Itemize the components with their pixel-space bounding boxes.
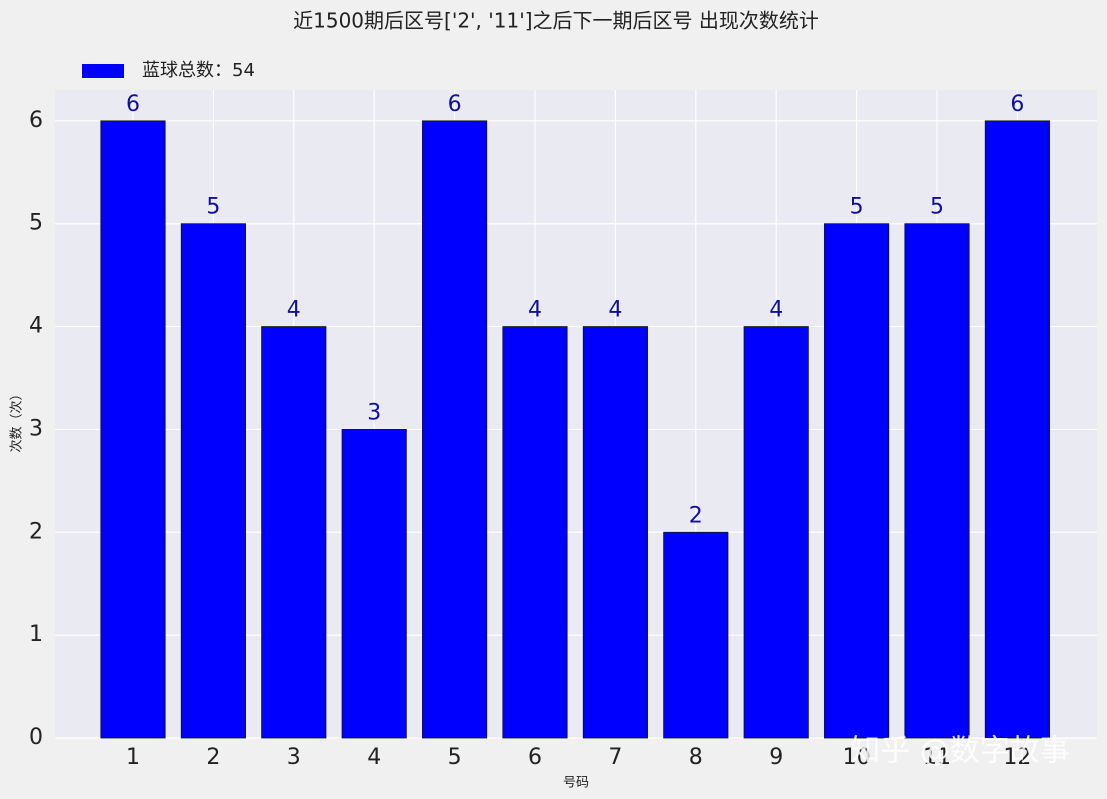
data-label: 5	[206, 195, 220, 220]
legend-swatch	[82, 64, 124, 78]
y-tick-label: 4	[29, 314, 43, 339]
bar	[743, 326, 809, 739]
bar	[341, 429, 407, 739]
x-tick-label: 6	[528, 745, 542, 770]
data-label: 4	[287, 298, 301, 323]
x-tick-label: 5	[448, 745, 462, 770]
bar	[984, 120, 1050, 739]
bar	[180, 223, 246, 739]
x-tick-label: 9	[769, 745, 783, 770]
x-tick-label: 1	[126, 745, 140, 770]
x-tick-label: 2	[206, 745, 220, 770]
chart-title: 近1500期后区号['2', '11']之后下一期后区号 出现次数统计	[293, 9, 819, 33]
bar	[422, 120, 488, 739]
x-tick-label: 12	[1003, 745, 1031, 770]
data-label: 5	[930, 195, 944, 220]
bar	[663, 531, 729, 739]
data-label: 3	[367, 400, 381, 425]
x-tick-label: 4	[367, 745, 381, 770]
bar	[824, 223, 890, 739]
x-tick-label: 8	[689, 745, 703, 770]
watermark: 知乎 @数字故事	[850, 734, 1070, 769]
bar	[502, 326, 568, 739]
x-tick-label: 10	[843, 745, 871, 770]
x-tick-label: 11	[923, 745, 951, 770]
y-tick-label: 0	[29, 725, 43, 750]
data-label: 4	[769, 298, 783, 323]
bar	[261, 326, 327, 739]
data-label: 2	[689, 503, 703, 528]
x-tick-label: 7	[608, 745, 622, 770]
data-label: 6	[448, 92, 462, 117]
bar	[582, 326, 648, 739]
x-axis-label: 号码	[563, 776, 589, 791]
data-label: 5	[850, 195, 864, 220]
data-label: 6	[126, 92, 140, 117]
y-axis-label: 次数（次）	[9, 387, 25, 452]
bar	[100, 120, 166, 739]
y-tick-label: 6	[29, 108, 43, 133]
data-label: 4	[608, 298, 622, 323]
data-label: 4	[528, 298, 542, 323]
y-tick-label: 3	[29, 416, 43, 441]
y-tick-label: 1	[29, 622, 43, 647]
x-tick-label: 3	[287, 745, 301, 770]
bar	[904, 223, 970, 739]
y-tick-label: 5	[29, 211, 43, 236]
legend-label: 蓝球总数：54	[142, 60, 255, 81]
y-tick-label: 2	[29, 519, 43, 544]
data-label: 6	[1010, 92, 1024, 117]
